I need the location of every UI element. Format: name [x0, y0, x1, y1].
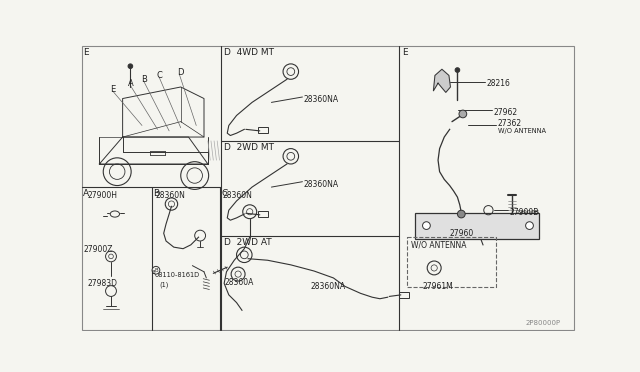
- Text: C: C: [221, 189, 227, 198]
- Circle shape: [152, 266, 160, 274]
- Text: 28360N: 28360N: [223, 191, 252, 200]
- Text: 28360NA: 28360NA: [310, 282, 346, 291]
- Text: 28216: 28216: [486, 79, 510, 89]
- Text: D  2WD AT: D 2WD AT: [224, 238, 272, 247]
- Text: C: C: [157, 71, 163, 80]
- Text: 27900B: 27900B: [516, 210, 540, 215]
- Text: B: B: [152, 270, 156, 275]
- Text: 27362: 27362: [498, 119, 522, 128]
- Text: 27900B: 27900B: [509, 208, 539, 217]
- Text: E: E: [110, 85, 115, 94]
- Text: 28360N: 28360N: [155, 191, 185, 200]
- Text: W/O ANTENNA: W/O ANTENNA: [498, 128, 546, 134]
- Text: W/O ANTENNA: W/O ANTENNA: [411, 241, 467, 250]
- Text: D  2WD MT: D 2WD MT: [224, 143, 274, 152]
- Circle shape: [422, 222, 430, 230]
- Circle shape: [459, 110, 467, 118]
- Text: A: A: [128, 79, 134, 88]
- Polygon shape: [433, 69, 451, 92]
- Text: B: B: [154, 268, 158, 273]
- Bar: [415, 212, 539, 240]
- Bar: [399, 292, 408, 298]
- Circle shape: [525, 222, 533, 230]
- Text: E: E: [403, 48, 408, 58]
- Text: (1): (1): [160, 281, 169, 288]
- Text: D  4WD MT: D 4WD MT: [224, 48, 274, 58]
- Text: 27900H: 27900H: [88, 191, 118, 200]
- Text: 27983D: 27983D: [88, 279, 118, 289]
- Text: D: D: [177, 68, 184, 77]
- Bar: [259, 127, 268, 133]
- Circle shape: [128, 64, 132, 68]
- Text: 27961M: 27961M: [422, 282, 453, 291]
- Text: 27962: 27962: [494, 108, 518, 117]
- Text: 08110-8161D: 08110-8161D: [154, 272, 200, 278]
- Circle shape: [455, 68, 460, 73]
- Text: 27960: 27960: [449, 229, 474, 238]
- Circle shape: [458, 210, 465, 218]
- Text: 28360A: 28360A: [224, 278, 253, 287]
- Bar: [407, 237, 496, 287]
- Text: 2P80000P: 2P80000P: [525, 320, 561, 326]
- Text: 28360NA: 28360NA: [304, 180, 339, 189]
- Text: A: A: [83, 189, 89, 198]
- Bar: [259, 211, 268, 217]
- Text: 28360NA: 28360NA: [304, 95, 339, 104]
- Text: 27900Z: 27900Z: [84, 245, 113, 254]
- Text: B: B: [141, 75, 147, 84]
- Text: B: B: [154, 189, 160, 198]
- Text: E: E: [83, 48, 89, 58]
